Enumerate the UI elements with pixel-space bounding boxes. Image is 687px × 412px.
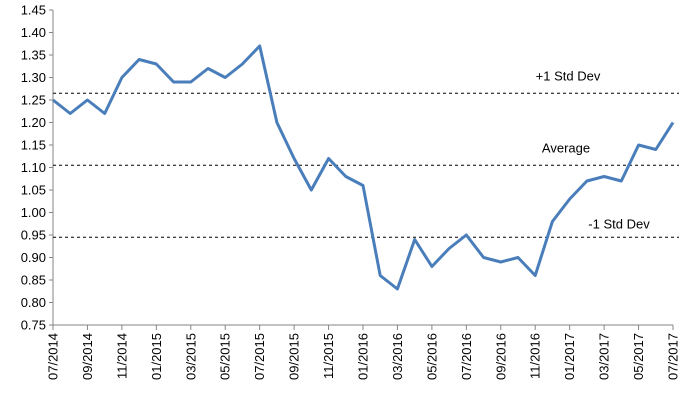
y-tick-label: 1.10 (21, 160, 46, 175)
x-tick-label: 03/2016 (390, 333, 405, 380)
y-tick-label: 1.35 (21, 48, 46, 63)
x-tick-label: 07/2014 (46, 333, 61, 380)
x-tick-label: 03/2017 (597, 333, 612, 380)
y-tick-label: 0.75 (21, 318, 46, 333)
x-tick-label: 09/2015 (287, 333, 302, 380)
x-tick-label: 11/2014 (114, 333, 129, 379)
x-tick-label: 09/2014 (80, 333, 95, 380)
y-tick-label: 1.05 (21, 183, 46, 198)
y-tick-label: 1.45 (21, 3, 46, 18)
y-tick-label: 0.85 (21, 273, 46, 288)
y-tick-label: 1.40 (21, 25, 46, 40)
x-tick-label: 05/2015 (218, 333, 233, 380)
y-tick-label: 1.15 (21, 138, 46, 153)
x-tick-label: 03/2015 (183, 333, 198, 380)
y-tick-label: 1.30 (21, 70, 46, 85)
y-tick-label: 1.20 (21, 115, 46, 130)
data-line (52, 44, 675, 291)
y-tick-label: 0.80 (21, 295, 46, 310)
y-tick-label: 1.00 (21, 205, 46, 220)
x-tick-label: 09/2016 (493, 333, 508, 380)
x-tick-label: 01/2015 (149, 333, 164, 380)
x-tick-label: 07/2016 (459, 333, 474, 380)
reference-label: Average (542, 140, 590, 155)
x-tick-label: 11/2015 (321, 333, 336, 379)
y-tick-label: 0.90 (21, 250, 46, 265)
x-tick-label: 05/2017 (631, 333, 646, 380)
y-tick-label: 1.25 (21, 93, 46, 108)
x-tick-label: 01/2016 (356, 333, 371, 380)
x-tick-label: 07/2017 (666, 333, 681, 380)
x-tick-label: 11/2016 (528, 333, 543, 379)
x-tick-label: 01/2017 (562, 333, 577, 380)
reference-label: -1 Std Dev (588, 216, 650, 231)
y-tick-label: 0.95 (21, 228, 46, 243)
x-tick-label: 05/2016 (424, 333, 439, 380)
x-tick-label: 07/2015 (252, 333, 267, 380)
reference-label: +1 Std Dev (536, 68, 601, 83)
